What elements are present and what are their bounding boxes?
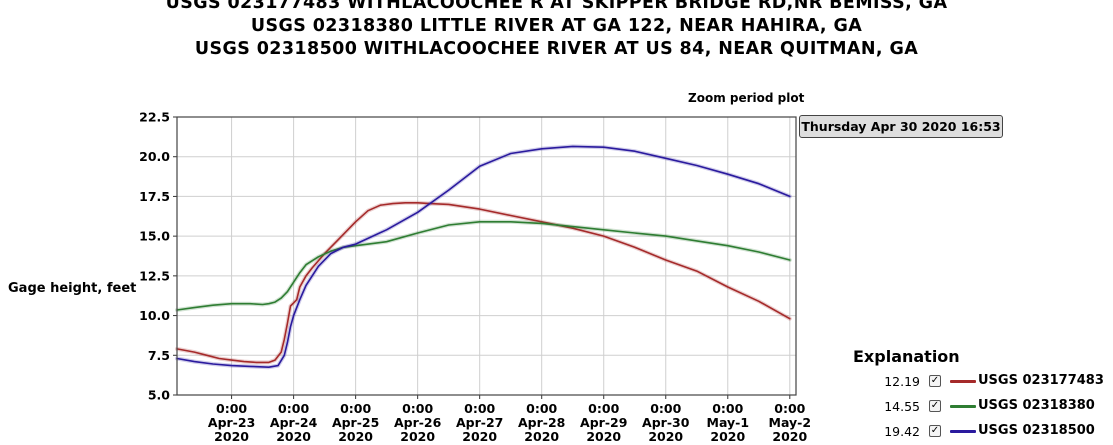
x-tick-label: 2020: [648, 429, 683, 444]
legend-swatch: [950, 430, 976, 433]
zoom-period-label[interactable]: Zoom period plot: [688, 91, 805, 105]
x-tick-label: 0:00: [340, 401, 371, 416]
x-tick-label: 0:00: [650, 401, 681, 416]
y-tick-label: 10.0: [139, 308, 170, 323]
y-tick-label: 5.0: [148, 388, 170, 403]
chart-title-line-2: USGS 02318380 LITTLE RIVER AT GA 122, NE…: [250, 16, 863, 36]
x-tick-label: 2020: [276, 429, 311, 444]
y-tick-label: 22.5: [139, 110, 170, 125]
x-tick-label: 0:00: [774, 401, 805, 416]
legend-item-023177483: 12.19 ✓ USGS 023177483: [860, 372, 1113, 390]
plot-border: [176, 116, 797, 396]
x-tick-label: 2020: [772, 429, 807, 444]
x-tick-label: 0:00: [588, 401, 619, 416]
x-tick-label: 0:00: [712, 401, 743, 416]
chart-title-line-1: USGS 023177483 WITHLACOOCHEE R AT SKIPPE…: [165, 0, 948, 13]
x-tick-label: Apr-23: [208, 415, 255, 430]
x-tick-label: 0:00: [402, 401, 433, 416]
hover-tooltip: Thursday Apr 30 2020 16:53: [799, 115, 1003, 138]
legend-value: 14.55: [884, 399, 920, 414]
x-tick-label: 0:00: [464, 401, 495, 416]
series-line: [176, 202, 791, 364]
y-tick-label: 15.0: [139, 229, 170, 244]
x-tick-label: 2020: [524, 429, 559, 444]
x-tick-label: 0:00: [526, 401, 557, 416]
x-tick-label: Apr-28: [518, 415, 565, 430]
x-tick-label: 2020: [586, 429, 621, 444]
chart-title-line-3: USGS 02318500 WITHLACOOCHEE RIVER AT US …: [194, 39, 919, 59]
x-tick-label: Apr-30: [642, 415, 690, 430]
x-tick-label: Apr-24: [270, 415, 318, 430]
checkbox-icon[interactable]: ✓: [929, 400, 941, 412]
x-tick-label: May-2: [769, 415, 812, 430]
x-tick-label: 2020: [214, 429, 249, 444]
x-tick-label: Apr-29: [580, 415, 627, 430]
x-tick-label: 0:00: [278, 401, 309, 416]
x-tick-label: Apr-26: [394, 415, 442, 430]
y-tick-label: 17.5: [139, 189, 170, 204]
checkbox-icon[interactable]: ✓: [929, 375, 941, 387]
legend-swatch: [950, 380, 976, 383]
legend-label: USGS 02318380: [978, 398, 1095, 413]
legend-value: 19.42: [884, 424, 920, 439]
legend-label: USGS 023177483: [978, 373, 1104, 388]
legend-title: Explanation: [853, 347, 960, 366]
x-tick-label: 2020: [338, 429, 373, 444]
x-tick-label: 2020: [710, 429, 745, 444]
x-tick-label: Apr-27: [456, 415, 503, 430]
y-axis-label: Gage height, feet: [8, 281, 137, 296]
x-tick-label: May-1: [707, 415, 750, 430]
x-tick-label: 2020: [400, 429, 435, 444]
legend-item-02318380: 14.55 ✓ USGS 02318380: [860, 397, 1113, 415]
y-tick-label: 7.5: [148, 348, 170, 363]
x-tick-label: Apr-25: [332, 415, 379, 430]
plot-area: [177, 117, 796, 395]
y-tick-label: 12.5: [139, 268, 170, 283]
checkbox-icon[interactable]: ✓: [929, 425, 941, 437]
legend-value: 12.19: [884, 374, 920, 389]
x-tick-label: 0:00: [216, 401, 247, 416]
legend-item-02318500: 19.42 ✓ USGS 02318500: [860, 422, 1113, 440]
series-line: [176, 145, 791, 368]
x-tick-label: 2020: [462, 429, 497, 444]
legend-label: USGS 02318500: [978, 423, 1095, 438]
y-tick-label: 20.0: [139, 149, 170, 164]
legend-swatch: [950, 405, 976, 408]
